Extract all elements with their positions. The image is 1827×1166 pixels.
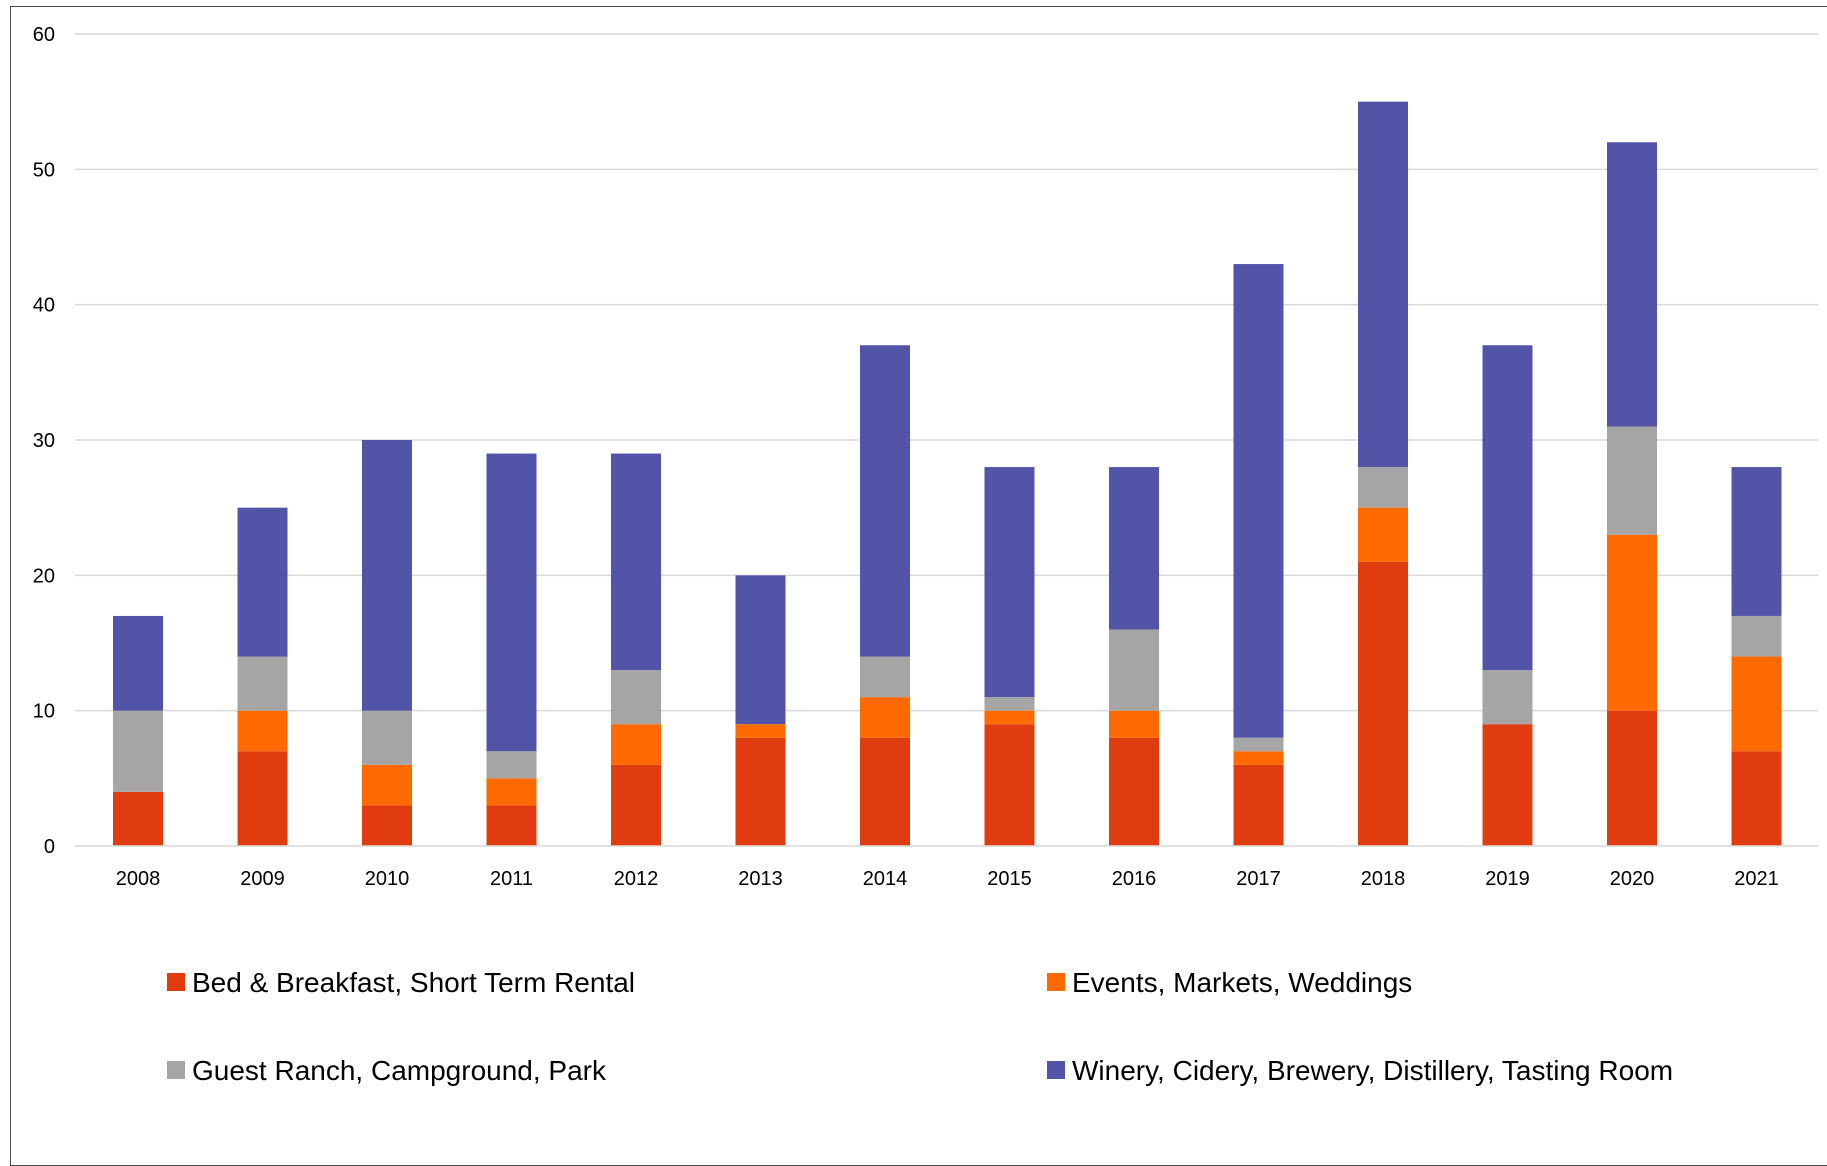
bar-segment (1482, 670, 1533, 725)
gridlines (75, 33, 1818, 712)
y-tick-label: 0 (44, 836, 55, 858)
legend-item: Winery, Cidery, Brewery, Distillery, Tas… (1047, 1055, 1673, 1086)
y-tick-label: 40 (33, 295, 55, 317)
x-tick-label: 2015 (987, 868, 1032, 890)
bars (113, 101, 1782, 846)
bar-segment (1233, 764, 1284, 846)
bar-segment (362, 805, 412, 846)
bar-segment (1482, 345, 1533, 671)
x-tick-label: 2018 (1361, 868, 1406, 890)
bar-segment (984, 724, 1035, 846)
x-tick-label: 2011 (490, 868, 533, 890)
y-tick-label: 50 (33, 159, 55, 181)
y-axis: 0 10 20 30 40 50 60 (33, 24, 55, 858)
x-tick-label: 2009 (240, 868, 285, 890)
bar-segment (735, 575, 786, 725)
bar-segment (1482, 724, 1533, 846)
bar-segment (1109, 710, 1159, 738)
legend-label: Events, Markets, Weddings (1072, 967, 1412, 998)
legend-swatch (167, 1061, 185, 1079)
bar-segment (860, 697, 910, 738)
bar-segment (1731, 467, 1782, 616)
x-tick-label: 2012 (614, 868, 659, 890)
y-tick-label: 60 (33, 24, 55, 46)
y-tick-label: 20 (33, 565, 55, 587)
legend-item: Events, Markets, Weddings (1047, 967, 1412, 998)
bar-segment (237, 656, 288, 711)
bar-segment (486, 751, 537, 779)
bar-segment (984, 467, 1035, 698)
x-tick-label: 2014 (863, 868, 908, 890)
bar-segment (1607, 710, 1657, 846)
x-tick-label: 2010 (365, 868, 410, 890)
bar-segment (1109, 737, 1159, 846)
bar-segment (1731, 615, 1782, 657)
bar-segment (611, 453, 661, 671)
legend-item: Bed & Breakfast, Short Term Rental (167, 967, 635, 998)
bar-segment (1109, 467, 1159, 630)
bar-segment (1358, 467, 1408, 508)
bar-segment (237, 751, 288, 846)
bar-segment (237, 710, 288, 752)
bar-segment (362, 764, 412, 806)
x-tick-label: 2017 (1236, 868, 1281, 890)
legend-swatch (167, 973, 185, 991)
bar-segment (735, 724, 786, 738)
bar-segment (1358, 101, 1408, 468)
x-axis: 2008 2009 2010 2011 2012 2013 2014 2015 2016 2017… (116, 868, 1779, 890)
x-tick-label: 2008 (116, 868, 161, 890)
bar-segment (486, 805, 537, 846)
bar-segment (1607, 534, 1657, 711)
legend: Bed & Breakfast, Short Term Rental Events… (167, 967, 1673, 1086)
bar-segment (1607, 426, 1657, 535)
bar-segment (860, 345, 910, 657)
bar-segment (1233, 264, 1284, 738)
legend-item: Guest Ranch, Campground, Park (167, 1055, 607, 1086)
y-tick-label: 30 (33, 430, 55, 452)
bar-segment (113, 615, 163, 711)
bar-segment (113, 791, 163, 846)
bar-segment (1233, 751, 1284, 765)
legend-swatch (1047, 1061, 1065, 1079)
bar-segment (611, 670, 661, 725)
bar-segment (984, 710, 1035, 725)
legend-label: Winery, Cidery, Brewery, Distillery, Tas… (1072, 1055, 1673, 1086)
legend-label: Bed & Breakfast, Short Term Rental (192, 967, 635, 998)
bar-segment (113, 710, 163, 792)
x-tick-label: 2019 (1485, 868, 1530, 890)
legend-swatch (1047, 973, 1065, 991)
bar-segment (1358, 561, 1408, 846)
bar-segment (611, 764, 661, 846)
y-tick-label: 10 (33, 701, 55, 723)
bar-segment (486, 453, 537, 752)
legend-label: Guest Ranch, Campground, Park (192, 1055, 607, 1086)
bar-segment (860, 656, 910, 698)
bar-segment (1607, 142, 1657, 427)
bar-segment (1731, 656, 1782, 752)
bar-segment (1109, 629, 1159, 711)
x-tick-label: 2021 (1734, 868, 1779, 890)
bar-segment (1233, 737, 1284, 752)
bar-segment (362, 710, 412, 765)
bar-segment (611, 724, 661, 765)
bar-segment (984, 697, 1035, 711)
bar-segment (486, 778, 537, 806)
x-tick-label: 2020 (1610, 868, 1655, 890)
x-tick-label: 2016 (1112, 868, 1157, 890)
bar-segment (1358, 507, 1408, 562)
x-tick-label: 2013 (738, 868, 783, 890)
bar-segment (860, 737, 910, 846)
bar-segment (362, 440, 412, 711)
bar-segment (1731, 751, 1782, 846)
bar-segment (237, 507, 288, 657)
bar-segment (735, 737, 786, 846)
